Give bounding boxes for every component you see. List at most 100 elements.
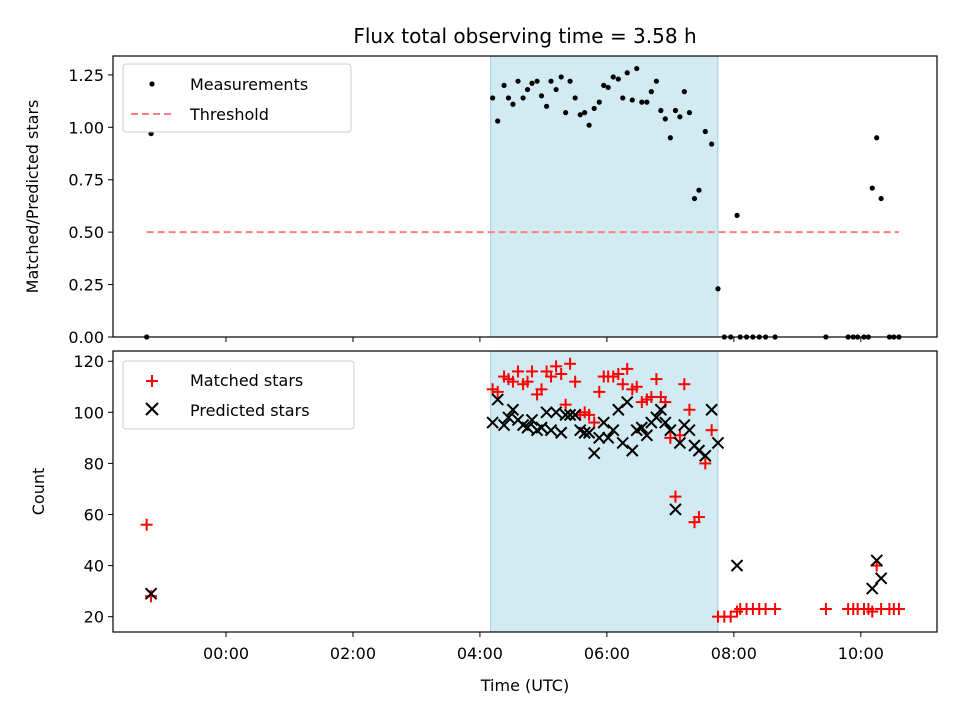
measurement-point — [667, 135, 673, 141]
predicted-star-point — [525, 413, 539, 427]
legend-measurements-label: Measurements — [190, 75, 308, 94]
predicted-star-point — [544, 423, 558, 437]
measurement-point — [605, 84, 611, 91]
measurement-point — [662, 116, 668, 122]
y-tick-label: 0.00 — [68, 328, 104, 347]
predicted-star-point — [659, 416, 672, 429]
measurement-point — [567, 78, 573, 84]
measurement-point — [702, 128, 708, 135]
matched-star-point — [612, 367, 625, 380]
matched-star-point — [635, 396, 648, 409]
x-axis-label: Time (UTC) — [480, 676, 569, 695]
predicted-star-point — [497, 418, 511, 432]
matched-star-point — [521, 375, 534, 388]
predicted-star-point — [491, 393, 504, 406]
measurement-point — [639, 99, 645, 105]
y-tick-label: 40 — [84, 557, 104, 576]
measurement-points — [144, 65, 902, 340]
measurement-point — [534, 78, 540, 84]
measurement-point — [596, 99, 602, 105]
predicted-stars-points — [144, 393, 888, 600]
matched-star-point — [569, 375, 582, 388]
legend-predicted-label: Predicted stars — [190, 401, 310, 420]
legend-predicted-marker — [145, 402, 159, 416]
predicted-star-point — [506, 403, 520, 416]
matched-star-point — [678, 378, 691, 391]
matched-star-point — [616, 378, 629, 391]
predicted-star-point — [568, 408, 582, 422]
predicted-star-point — [593, 431, 606, 445]
measurement-point — [553, 86, 559, 93]
legend-matched-label: Matched stars — [190, 371, 303, 390]
matched-star-point — [630, 380, 643, 393]
legend-threshold-label: Threshold — [189, 105, 269, 124]
measurement-point — [629, 97, 635, 103]
matched-star-point — [683, 403, 696, 416]
measurement-point — [515, 78, 521, 84]
predicted-star-point — [521, 421, 534, 434]
measurement-point — [538, 93, 545, 99]
measurement-point — [691, 195, 698, 202]
x-tick-label: 06:00 — [584, 644, 630, 663]
x-tick-label: 10:00 — [838, 644, 884, 663]
predicted-star-point — [866, 582, 879, 595]
x-tick-label: 02:00 — [330, 644, 376, 663]
measurement-point — [529, 80, 535, 86]
y-tick-label: 100 — [73, 403, 104, 422]
measurement-point — [520, 95, 526, 101]
predicted-star-point — [502, 411, 515, 424]
measurement-point — [510, 101, 516, 107]
measurement-point — [501, 82, 507, 88]
predicted-star-point — [673, 436, 687, 450]
measurement-point — [634, 65, 640, 72]
matched-star-point — [486, 383, 499, 396]
predicted-star-point — [730, 559, 744, 572]
matched-star-point — [583, 408, 596, 421]
y-tick-label: 0.50 — [68, 223, 104, 242]
matched-star-point — [145, 590, 158, 603]
measurement-point — [586, 122, 592, 128]
measurement-point — [548, 78, 554, 84]
measurement-point — [620, 95, 626, 101]
matched-star-point — [892, 603, 905, 616]
predicted-star-point — [549, 406, 563, 419]
x-tick-label: 04:00 — [457, 644, 503, 663]
y-tick-label: 120 — [73, 352, 104, 371]
matched-star-point — [555, 367, 568, 380]
measurement-point — [677, 114, 683, 120]
bottom-observing-window — [490, 350, 719, 633]
matched-star-point — [692, 511, 705, 524]
predicted-star-point — [705, 403, 718, 416]
measurement-point — [563, 110, 569, 116]
legend-measurements-marker — [149, 81, 155, 87]
top-y-axis: 0.00 0.25 0.50 0.75 1.00 1.25 — [68, 66, 113, 347]
predicted-star-point — [650, 411, 663, 424]
y-tick-label: 80 — [84, 454, 104, 473]
matched-star-point — [512, 365, 525, 378]
matched-star-point — [545, 370, 558, 383]
matched-star-point — [866, 605, 879, 618]
predicted-star-point — [582, 426, 596, 439]
x-tick-label: 08:00 — [711, 644, 757, 663]
measurement-point — [874, 135, 880, 141]
predicted-star-point — [540, 406, 553, 419]
measurement-point — [715, 286, 721, 292]
measurement-point — [734, 212, 740, 218]
bottom-panel: 20 40 60 80 100 120 00:00 02:00 04:00 06:00 08:00… — [29, 350, 938, 695]
predicted-star-point — [486, 416, 499, 429]
matched-star-point — [769, 603, 782, 616]
top-legend: Measurements Threshold — [122, 63, 352, 133]
predicted-star-point — [144, 587, 158, 600]
y-tick-label: 0.25 — [68, 276, 104, 295]
matched-star-point — [588, 416, 601, 429]
matched-star-point — [506, 375, 519, 388]
predicted-star-point — [587, 446, 601, 460]
matched-star-point — [593, 385, 606, 398]
predicted-star-point — [578, 426, 591, 439]
bottom-y-axis: 20 40 60 80 100 120 — [73, 352, 113, 627]
y-tick-label: 60 — [84, 505, 104, 524]
matched-star-point — [564, 357, 577, 370]
top-y-label: Matched/Predicted stars — [23, 100, 42, 294]
measurement-point — [615, 76, 621, 82]
